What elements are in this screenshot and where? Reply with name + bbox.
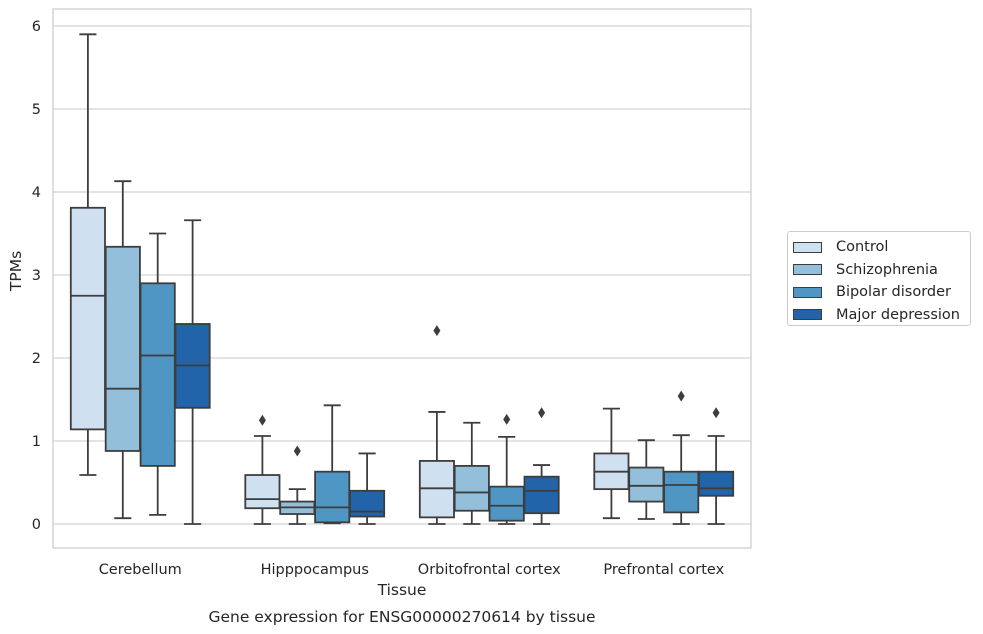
iqr-box: [139, 282, 176, 467]
iqr-box: [453, 464, 490, 512]
box-0-1: [104, 180, 141, 520]
legend-label: Control: [836, 239, 889, 256]
outlier-point: [503, 413, 511, 425]
x-axis-label: Tissue: [377, 581, 427, 599]
iqr-box: [69, 206, 106, 431]
y-tick-label: 1: [32, 434, 41, 450]
box-2-0: [418, 325, 455, 525]
iqr-box: [314, 470, 351, 524]
iqr-box: [663, 470, 700, 514]
iqr-box: [349, 489, 386, 518]
chart-title: Gene expression for ENSG00000270614 by t…: [208, 608, 595, 626]
legend-label: Major depression: [836, 306, 960, 323]
y-tick-label: 4: [32, 185, 41, 201]
legend-item: Control: [793, 236, 970, 259]
y-tick-label: 6: [32, 19, 41, 35]
y-axis-label: TPMs: [7, 251, 25, 292]
outlier-point: [433, 325, 441, 337]
box-3-0: [593, 407, 630, 520]
box-1-2: [314, 404, 351, 525]
outlier-point: [293, 445, 301, 457]
box-1-1: [279, 445, 316, 525]
box-plots: [69, 33, 735, 525]
legend-label: Bipolar disorder: [836, 284, 951, 301]
x-tick-label: Prefrontal cortex: [603, 562, 724, 578]
legend: Control Schizophrenia Bipolar disorder Majo…: [787, 231, 971, 326]
legend-label: Schizophrenia: [836, 261, 938, 278]
box-2-3: [523, 407, 560, 525]
legend-item: Major depression: [793, 304, 970, 327]
iqr-box: [104, 245, 141, 452]
box-1-0: [244, 414, 281, 525]
legend-item: Schizophrenia: [793, 259, 970, 282]
box-3-1: [628, 439, 665, 520]
legend-swatch: [793, 264, 822, 276]
box-0-0: [69, 33, 106, 476]
box-2-1: [453, 421, 490, 525]
box-2-2: [488, 413, 525, 525]
x-tick-labels: Cerebellum Hipppocampus Orbitofrontal cort…: [99, 562, 725, 578]
x-tick-label: Hipppocampus: [261, 562, 369, 578]
y-tick-label: 0: [32, 517, 41, 533]
x-tick-label: Orbitofrontal cortex: [418, 562, 561, 578]
outlier-point: [258, 414, 266, 426]
box-3-3: [698, 407, 735, 525]
legend-swatch: [793, 286, 822, 298]
legend-item: Bipolar disorder: [793, 281, 970, 304]
y-tick-labels: 0 1 2 3 4 5 6: [32, 19, 41, 533]
y-tick-label: 5: [32, 102, 41, 118]
iqr-box: [698, 470, 735, 497]
box-3-2: [663, 390, 700, 525]
iqr-box: [628, 466, 665, 503]
box-0-3: [174, 219, 211, 525]
box-1-3: [349, 452, 386, 525]
plot-frame: [52, 8, 752, 549]
outlier-point: [538, 407, 546, 419]
y-tick-label: 3: [32, 268, 41, 284]
y-tick-label: 2: [32, 351, 41, 367]
legend-swatch: [793, 241, 822, 253]
iqr-box: [244, 474, 281, 510]
iqr-box: [488, 485, 525, 522]
iqr-box: [523, 475, 560, 515]
legend-swatch: [793, 309, 822, 321]
outlier-point: [677, 390, 685, 402]
outlier-point: [712, 407, 720, 419]
box-0-2: [139, 232, 176, 516]
x-tick-label: Cerebellum: [99, 562, 182, 578]
